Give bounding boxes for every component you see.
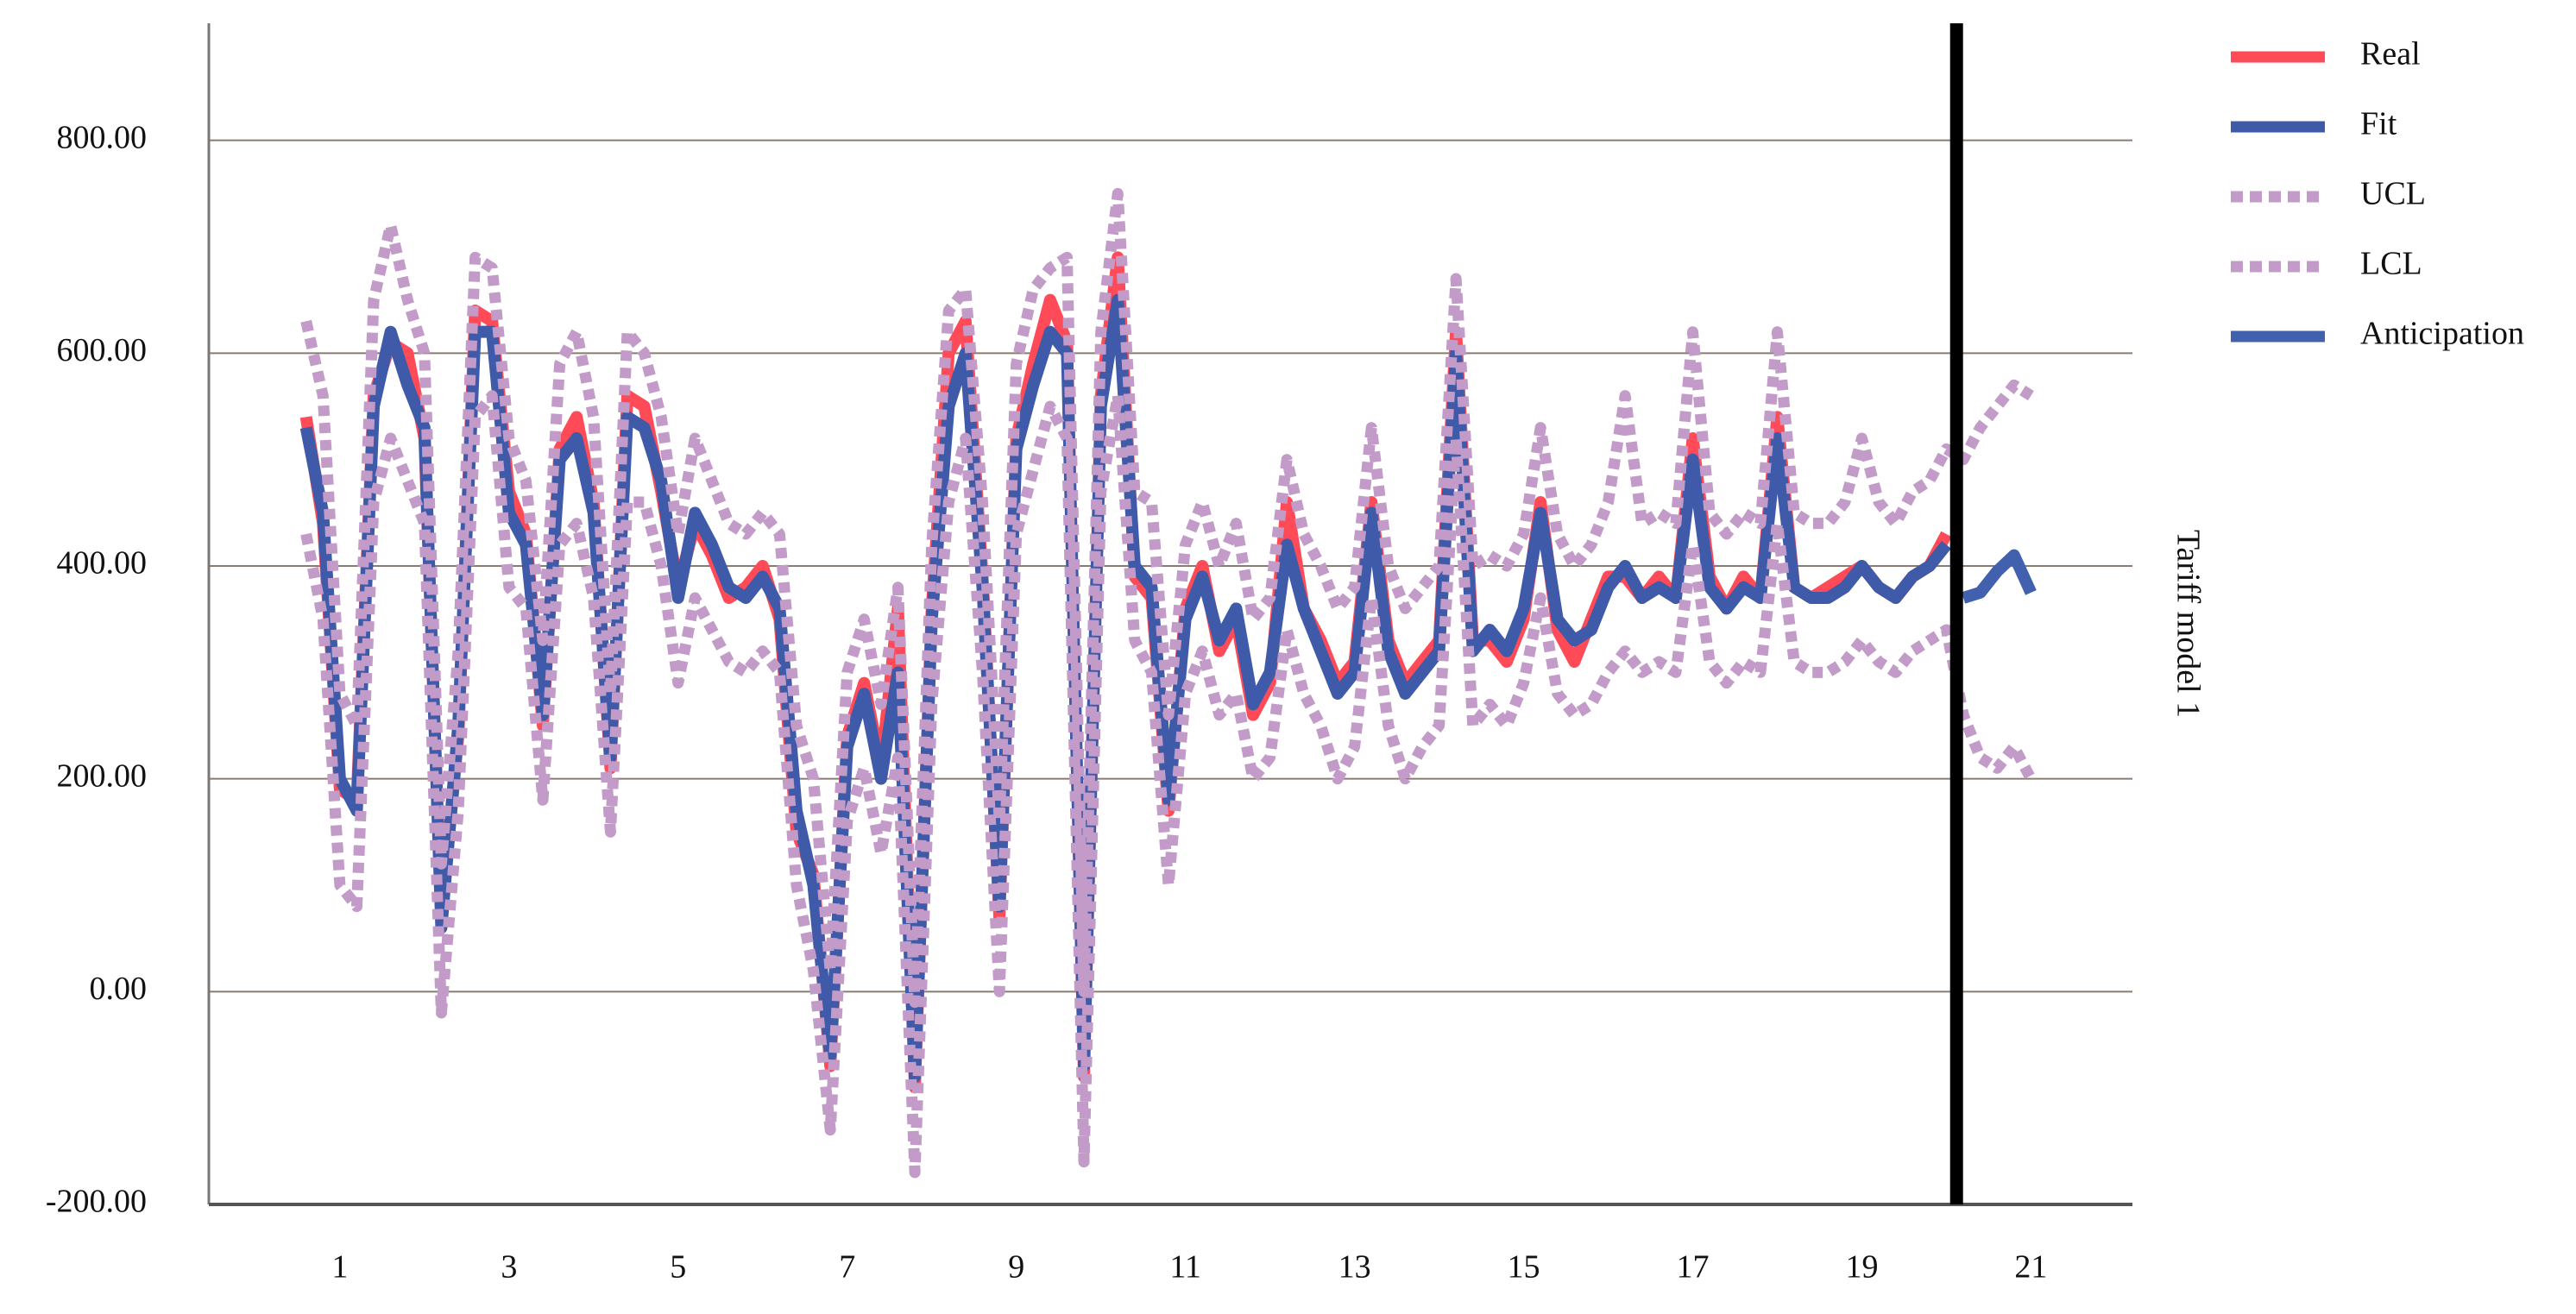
y-tick-label: 0.00 xyxy=(90,971,148,1007)
x-tick-label: 1 xyxy=(331,1249,348,1286)
x-tick-label: 3 xyxy=(501,1249,517,1286)
x-tick-label: 11 xyxy=(1169,1249,1201,1286)
x-tick-label: 17 xyxy=(1677,1249,1710,1286)
legend-label: UCL xyxy=(2360,176,2426,212)
x-tick-label: 9 xyxy=(1008,1249,1024,1286)
x-tick-label: 15 xyxy=(1508,1249,1540,1286)
legend-label: Real xyxy=(2360,36,2421,72)
y-tick-label: 200.00 xyxy=(57,758,148,794)
legend-label: Fit xyxy=(2360,106,2397,142)
legend-label: LCL xyxy=(2360,246,2422,282)
x-tick-label: 19 xyxy=(1845,1249,1878,1286)
side-label: Tariff model 1 xyxy=(2170,530,2206,718)
x-tick-label: 5 xyxy=(670,1249,686,1286)
series-line xyxy=(1961,549,2037,604)
y-tick-label: 400.00 xyxy=(57,545,148,582)
y-tick-label: 600.00 xyxy=(57,332,148,368)
x-tick-label: 21 xyxy=(2014,1249,2047,1286)
legend-label: Anticipation xyxy=(2360,316,2524,352)
series-line xyxy=(300,187,2034,1009)
x-tick-label: 7 xyxy=(839,1249,855,1286)
x-tick-label: 13 xyxy=(1338,1249,1371,1286)
y-tick-label: -200.00 xyxy=(46,1184,147,1220)
y-tick-label: 800.00 xyxy=(57,119,148,155)
